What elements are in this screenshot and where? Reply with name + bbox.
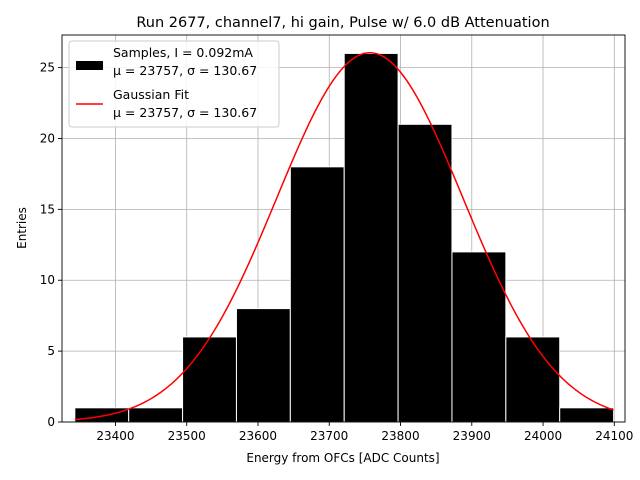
gaussian-fit-curve <box>74 51 614 421</box>
histogram-bar <box>397 123 453 423</box>
x-tick-label: 23600 <box>239 429 277 443</box>
y-axis-label: Entries <box>15 207 29 249</box>
y-tick-label: 0 <box>47 415 55 429</box>
y-axis-ticks: 0 5 10 15 20 25 <box>40 61 62 429</box>
x-axis-label: Energy from OFCs [ADC Counts] <box>246 451 439 465</box>
legend: Samples, I = 0.092mA μ = 23757, σ = 130.… <box>68 40 280 128</box>
y-tick-label: 15 <box>40 202 55 216</box>
histogram-bars <box>74 52 615 423</box>
y-tick-label: 5 <box>47 344 55 358</box>
x-axis-ticks: 23400 23500 23600 23700 23800 23900 24000 24100 <box>96 422 633 443</box>
legend-fit-label: Gaussian Fit <box>113 87 189 102</box>
histogram-bar <box>128 407 184 423</box>
y-tick-label: 25 <box>40 61 55 75</box>
histogram-bar <box>235 308 291 423</box>
y-tick-label: 20 <box>40 131 55 145</box>
x-tick-label: 23700 <box>310 429 348 443</box>
plot-frame <box>61 34 626 423</box>
y-tick-label: 10 <box>40 273 55 287</box>
x-tick-label: 23800 <box>381 429 419 443</box>
histogram-bar <box>343 52 399 423</box>
histogram-bar <box>289 166 345 423</box>
x-tick-label: 24000 <box>524 429 562 443</box>
legend-samples-swatch <box>76 61 103 70</box>
histogram-bar <box>451 251 507 423</box>
chart-title: Run 2677, channel7, hi gain, Pulse w/ 6.… <box>136 15 549 31</box>
histogram-bar <box>505 336 561 423</box>
legend-box <box>68 40 280 128</box>
x-tick-label: 24100 <box>595 429 633 443</box>
histogram-bar <box>559 407 615 423</box>
legend-samples-stats: μ = 23757, σ = 130.67 <box>113 63 257 78</box>
legend-samples-label: Samples, I = 0.092mA <box>113 45 253 60</box>
x-tick-label: 23400 <box>96 429 134 443</box>
legend-fit-stats: μ = 23757, σ = 130.67 <box>113 105 257 120</box>
histogram-bar <box>74 407 130 423</box>
histogram-bar <box>182 336 237 423</box>
x-tick-label: 23500 <box>168 429 206 443</box>
x-tick-label: 23900 <box>453 429 491 443</box>
